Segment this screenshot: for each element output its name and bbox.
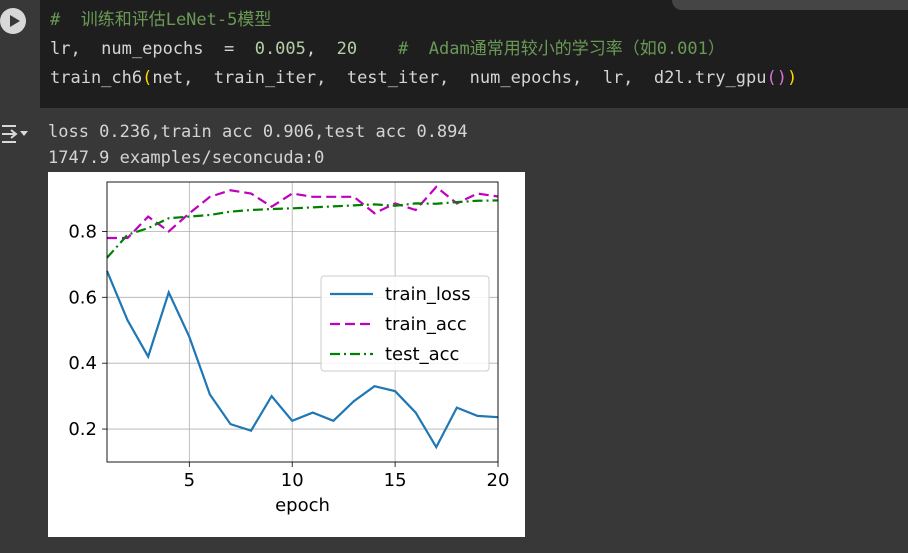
code-comment: # Adam通常用较小的学习率（如0.001） <box>398 39 725 59</box>
x-tick-label: 5 <box>184 470 195 491</box>
code-line-2: lr, num_epochs = 0.005, 20 # Adam通常用较小的学… <box>50 38 725 60</box>
chart-svg: 5 10 15 20 0.2 0.4 0.6 0.8 epoch train_loss train_… <box>68 181 510 516</box>
code-text: net, train_iter, test_iter, num_epochs, … <box>152 68 767 88</box>
y-tick-label: 0.2 <box>68 419 97 440</box>
code-text: , <box>305 39 337 59</box>
code-cell: # 训练和评估LeNet-5模型 lr, num_epochs = 0.005,… <box>0 0 908 108</box>
legend-label: train_loss <box>385 284 471 305</box>
x-axis-label: epoch <box>275 495 330 516</box>
series-line-train-acc <box>107 185 499 240</box>
cell-toolbar-edge <box>672 0 908 10</box>
code-line-1: # 训练和评估LeNet-5模型 <box>50 9 271 31</box>
x-tick-label: 20 <box>487 470 510 491</box>
code-text: train_ch6 <box>50 68 143 88</box>
code-comment: # 训练和评估LeNet-5模型 <box>50 10 272 30</box>
code-line-3: train_ch6(net, train_iter, test_iter, nu… <box>50 67 797 89</box>
y-tick-label: 0.4 <box>68 353 97 374</box>
plot-frame <box>106 181 499 463</box>
y-tick-label: 0.6 <box>68 287 97 308</box>
legend-box <box>320 275 490 372</box>
output-text-line: loss 0.236,train acc 0.906,test acc 0.89… <box>48 122 468 142</box>
code-text: lr, num_epochs = <box>50 39 255 59</box>
code-text <box>357 39 398 59</box>
x-tick-label: 15 <box>384 470 407 491</box>
series-line-train-loss <box>105 270 499 450</box>
legend-label: train_acc <box>385 314 467 335</box>
code-paren: () <box>766 68 787 88</box>
code-editor[interactable]: # 训练和评估LeNet-5模型 lr, num_epochs = 0.005,… <box>40 0 908 108</box>
legend-label: test_acc <box>385 344 459 365</box>
code-paren: ) <box>786 68 798 88</box>
code-number: 20 <box>336 39 358 59</box>
run-cell-button[interactable] <box>0 8 26 34</box>
output-text-line: 1747.9 examples/seconcuda:0 <box>48 148 325 168</box>
training-plot: 5 10 15 20 0.2 0.4 0.6 0.8 epoch train_loss train_… <box>48 172 525 537</box>
y-tick-label: 0.8 <box>68 221 97 242</box>
code-number: 0.005 <box>254 39 306 59</box>
output-menu-icon[interactable] <box>0 120 30 150</box>
x-tick-label: 10 <box>281 470 304 491</box>
series-line-test-acc <box>106 199 499 259</box>
code-paren: ( <box>142 68 153 88</box>
